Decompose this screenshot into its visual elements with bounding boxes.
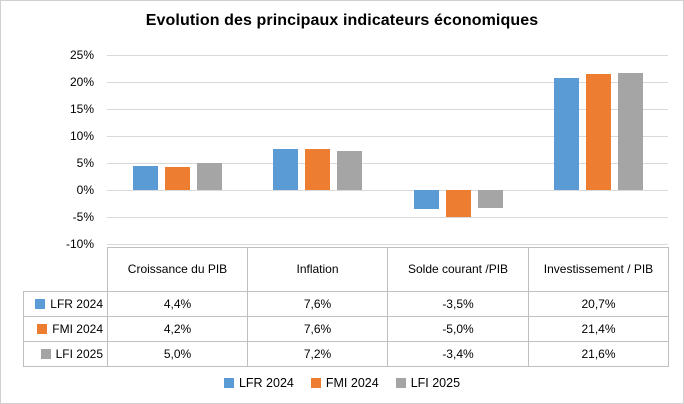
table-row-lfi-2025: LFI 2025 5,0% 7,2% -3,4% 21,6% [23,341,669,367]
legend-item-label: LFI 2025 [410,376,461,390]
row-label-fmi-2024: FMI 2024 [23,316,108,342]
column-header-solde-courant-pib: Solde courant /PIB [387,247,529,292]
bar-fmi-2024-croissance-du-pib[interactable] [165,167,190,190]
value-cell-lfr-2024-investissement-pib: 20,7% [528,291,669,317]
bar-lfi-2025-croissance-du-pib[interactable] [197,163,222,190]
bar-lfr-2024-croissance-du-pib[interactable] [133,166,158,190]
bar-lfr-2024-inflation[interactable] [273,148,299,190]
value-cell-lfr-2024-croissance-du-pib: 4,4% [107,291,248,317]
bar-fmi-2024-solde-courant-pib[interactable] [445,190,471,217]
legend-item-label: FMI 2024 [325,376,379,390]
y-axis-label: -5% [72,210,94,224]
gridline [107,244,668,245]
y-axis-label: 5% [76,156,94,170]
gridline [107,55,668,56]
legend-item-fmi-2024[interactable]: FMI 2024 [310,376,379,390]
table-row-lfr-2024: LFR 2024 4,4% 7,6% -3,5% 20,7% [23,291,669,317]
gridline [107,217,668,218]
gridline [107,163,668,164]
bar-lfi-2025-solde-courant-pib[interactable] [477,190,503,209]
legend-item-lfr-2024[interactable]: LFR 2024 [223,376,294,390]
value-cell-fmi-2024-investissement-pib: 21,4% [528,316,669,342]
gridline [107,136,668,137]
legend-key-icon [37,324,48,334]
legend-item-lfi-2025[interactable]: LFI 2025 [395,376,461,390]
value-cell-lfr-2024-inflation: 7,6% [247,291,388,317]
bar-lfi-2025-inflation[interactable] [337,151,363,190]
y-axis-label: 20% [69,75,94,89]
legend-key-icon [223,378,234,388]
bar-fmi-2024-investissement-pib[interactable] [585,74,611,190]
row-label-lfr-2024: LFR 2024 [23,291,108,317]
gridline [107,190,668,191]
row-label-lfi-2025: LFI 2025 [23,341,108,367]
chart-legend: LFR 2024 FMI 2024 LFI 2025 [1,372,683,394]
value-cell-lfi-2025-inflation: 7,2% [247,341,388,367]
value-cell-fmi-2024-solde-courant-pib: -5,0% [387,316,529,342]
gridline [107,82,668,83]
table-header-row: Croissance du PIB Inflation Solde courant … [24,247,669,292]
column-header-investissement-pib: Investissement / PIB [528,247,669,292]
value-cell-fmi-2024-croissance-du-pib: 4,2% [107,316,248,342]
chart-title: Evolution des principaux indicateurs éco… [145,12,539,29]
column-header-croissance-du-pib: Croissance du PIB [107,247,248,292]
column-header-inflation: Inflation [247,247,388,292]
chart-data-table: Croissance du PIB Inflation Solde courant … [23,247,669,367]
value-cell-lfi-2025-croissance-du-pib: 5,0% [107,341,248,367]
value-cell-lfi-2025-solde-courant-pib: -3,4% [387,341,529,367]
value-cell-fmi-2024-inflation: 7,6% [247,316,388,342]
legend-key-icon [395,378,406,388]
y-axis-label: 15% [69,102,94,116]
bar-lfi-2025-investissement-pib[interactable] [617,73,643,190]
y-axis-label: 25% [69,48,94,62]
bar-fmi-2024-inflation[interactable] [305,148,331,190]
bar-lfr-2024-investissement-pib[interactable] [553,78,579,190]
y-axis-label: 10% [69,129,94,143]
legend-key-icon [40,349,51,359]
legend-key-icon [35,299,46,309]
gridline [107,109,668,110]
value-cell-lfi-2025-investissement-pib: 21,6% [528,341,669,367]
legend-item-label: LFR 2024 [238,376,294,390]
table-row-fmi-2024: FMI 2024 4,2% 7,6% -5,0% 21,4% [23,316,669,342]
table-corner-cell [24,248,108,292]
value-cell-lfr-2024-solde-courant-pib: -3,5% [387,291,529,317]
data-table-header: Croissance du PIB Inflation Solde courant … [24,247,669,292]
bar-lfr-2024-solde-courant-pib[interactable] [413,190,439,209]
data-table-body: LFR 2024 4,4% 7,6% -3,5% 20,7% FMI 2024 4,2% 7,… [23,291,669,367]
y-axis-label: -10% [65,237,94,251]
legend-key-icon [310,378,321,388]
y-axis-label: 0% [76,183,94,197]
